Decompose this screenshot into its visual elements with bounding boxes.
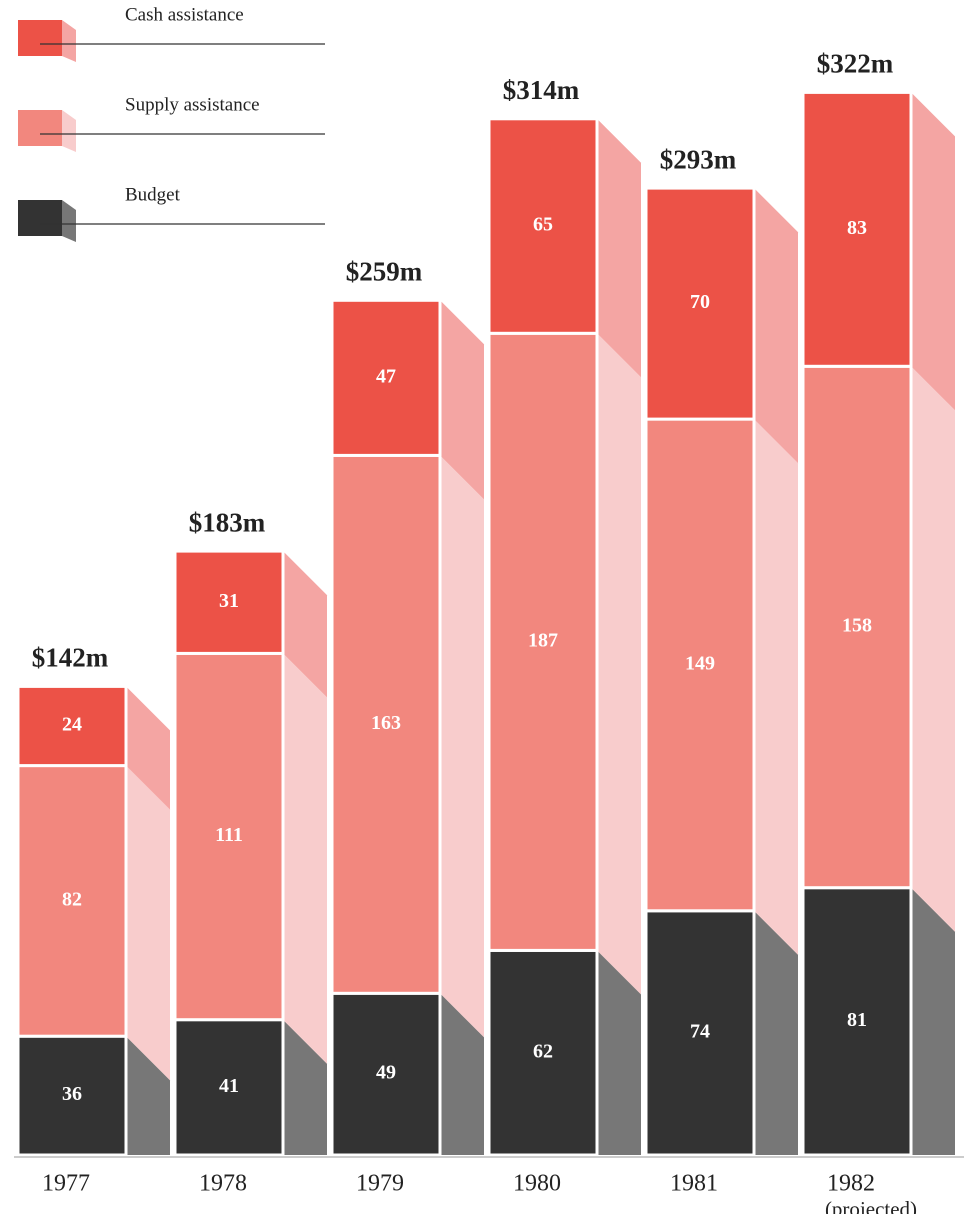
x-tick-note: (projected) <box>825 1197 917 1214</box>
bar-segment <box>644 909 756 1157</box>
value-label: 111 <box>215 824 243 846</box>
bar-segment <box>330 298 442 457</box>
x-tick-label: 1982 <box>827 1171 875 1197</box>
bar-side <box>754 419 798 955</box>
value-label: 187 <box>528 629 558 651</box>
value-label: 49 <box>376 1062 396 1084</box>
legend-swatch-side <box>62 200 76 242</box>
legend-swatch <box>18 110 62 146</box>
value-label: 65 <box>533 214 553 236</box>
bar-segment <box>644 186 756 421</box>
bar-segment <box>801 90 913 368</box>
total-label: $322m <box>817 49 894 79</box>
bar-side <box>440 455 484 1038</box>
x-tick-label: 1979 <box>356 1171 404 1197</box>
bar-side <box>440 993 484 1155</box>
bar-side <box>440 300 484 500</box>
x-tick-label: 1977 <box>42 1171 90 1197</box>
legend-label: Budget <box>125 184 181 205</box>
bar-side <box>283 653 327 1064</box>
legend-label: Cash assistance <box>125 4 244 25</box>
bar-segment <box>330 453 442 995</box>
total-label: $259m <box>346 257 423 287</box>
bar-side <box>283 1019 327 1155</box>
legend-swatch <box>18 200 62 236</box>
x-tick-label: 1980 <box>513 1171 561 1197</box>
value-label: 83 <box>847 217 867 239</box>
value-label: 82 <box>62 888 82 910</box>
bar-side <box>126 1036 170 1155</box>
bar-segment <box>487 117 599 335</box>
legend-swatch-side <box>62 110 76 152</box>
value-label: 24 <box>62 714 82 736</box>
bar-segment <box>173 549 285 655</box>
value-label: 149 <box>685 653 715 675</box>
value-label: 163 <box>371 712 401 734</box>
bar-segment <box>487 331 599 952</box>
value-label: 47 <box>376 365 396 387</box>
bar-segment <box>173 1018 285 1157</box>
bar-side <box>754 910 798 1155</box>
bar-segment <box>16 764 128 1038</box>
value-label: 31 <box>219 590 239 612</box>
bar-side <box>911 366 955 932</box>
bar-side <box>597 333 641 995</box>
bar-segment <box>173 651 285 1022</box>
total-label: $314m <box>503 75 580 105</box>
x-tick-label: 1978 <box>199 1171 247 1197</box>
bar-side <box>597 950 641 1155</box>
value-label: 70 <box>690 291 710 313</box>
total-label: $183m <box>189 507 266 537</box>
x-tick-label: 1981 <box>670 1171 718 1197</box>
total-label: $142m <box>32 643 109 673</box>
bar-side <box>283 551 327 698</box>
bar-segment <box>801 886 913 1157</box>
bar-segment <box>801 364 913 890</box>
value-label: 81 <box>847 1009 867 1031</box>
value-label: 62 <box>533 1040 553 1062</box>
bar-side <box>126 686 170 810</box>
legend-swatch <box>18 20 62 56</box>
bar-side <box>754 188 798 464</box>
legend-swatch-side <box>62 20 76 62</box>
legend-label: Supply assistance <box>125 94 260 115</box>
value-label: 158 <box>842 615 872 637</box>
bar-side <box>126 765 170 1081</box>
value-label: 41 <box>219 1075 239 1097</box>
value-label: 36 <box>62 1083 82 1105</box>
bar-segment <box>16 1034 128 1157</box>
bar-segment <box>16 684 128 768</box>
bar-segment <box>330 991 442 1157</box>
value-label: 74 <box>690 1020 710 1042</box>
bar-side <box>597 118 641 378</box>
total-label: $293m <box>660 144 737 174</box>
bar-side <box>911 92 955 411</box>
bar-segment <box>487 948 599 1157</box>
bar-side <box>911 887 955 1155</box>
